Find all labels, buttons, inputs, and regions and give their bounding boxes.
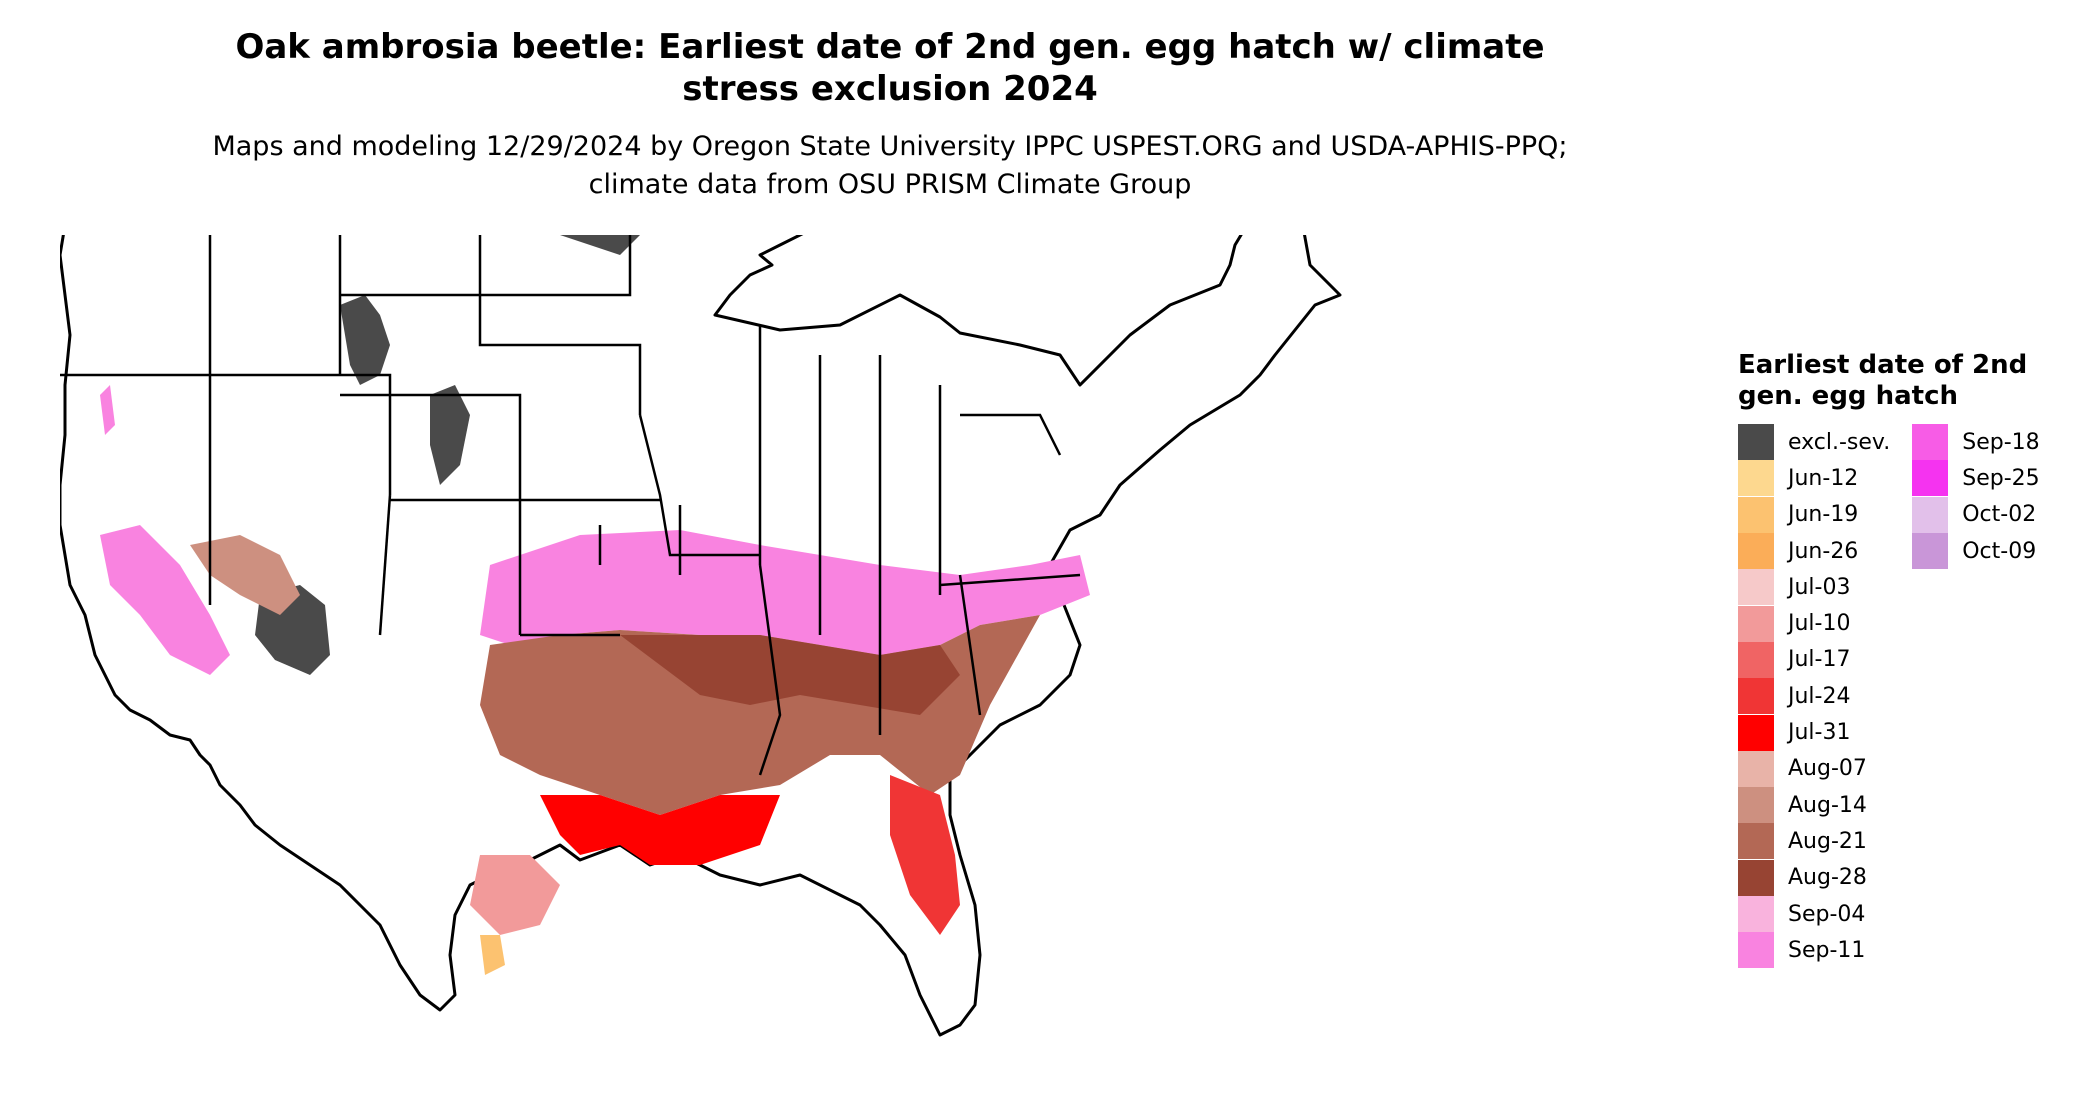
legend-column-1: excl.-sev. Jun-12 Jun-19 Jun-26 Jul-03 Jul-10… — [1738, 424, 1891, 969]
legend-item: Jul-24 — [1738, 678, 1890, 715]
legend-label: Jul-03 — [1788, 574, 1851, 600]
legend-swatch — [1738, 859, 1774, 896]
legend-item: Jun-19 — [1738, 496, 1890, 533]
legend-label: Aug-14 — [1788, 792, 1867, 818]
legend-item: Oct-02 — [1912, 496, 2039, 533]
us-map — [60, 235, 1342, 1037]
legend-swatch — [1738, 424, 1774, 461]
legend-item: Aug-21 — [1738, 823, 1890, 860]
legend-label: Oct-02 — [1962, 502, 2037, 528]
legend-swatch — [1738, 714, 1774, 751]
state-borders — [60, 235, 1081, 776]
legend-label: Jul-31 — [1788, 720, 1851, 746]
legend-swatch — [1738, 678, 1774, 715]
excl-sev-areas — [255, 235, 640, 675]
legend-item: Sep-04 — [1738, 896, 1890, 932]
legend-item: Jul-03 — [1738, 569, 1890, 606]
legend-swatch — [1738, 787, 1774, 824]
legend-swatch — [1912, 424, 1949, 461]
legend-label: Aug-07 — [1788, 756, 1867, 782]
legend-label: Aug-21 — [1788, 828, 1867, 854]
legend-label: Aug-28 — [1788, 865, 1867, 891]
legend-label: Jun-12 — [1788, 465, 1859, 491]
legend-label: Jul-17 — [1788, 647, 1851, 673]
legend-swatch — [1738, 641, 1774, 678]
legend-label: Sep-25 — [1962, 465, 2040, 491]
legend-swatch — [1738, 460, 1774, 497]
legend-label: Sep-18 — [1962, 429, 2040, 455]
legend-swatch — [1912, 460, 1949, 497]
legend-column-2: Sep-18 Sep-25 Oct-02 Oct-09 — [1912, 424, 2040, 968]
legend-item: Sep-18 — [1912, 424, 2040, 461]
map-legend: Earliest date of 2nd gen. egg hatch excl… — [1738, 350, 2078, 969]
map-title: Oak ambrosia beetle: Earliest date of 2n… — [235, 27, 1545, 109]
legend-swatch — [1738, 823, 1774, 860]
legend-label: Jun-26 — [1788, 538, 1859, 564]
legend-item: Aug-28 — [1738, 859, 1890, 896]
legend-swatch — [1738, 496, 1774, 533]
legend-swatch — [1738, 932, 1774, 969]
legend-swatch — [1738, 533, 1774, 570]
legend-item: Sep-25 — [1912, 460, 2040, 497]
legend-label: Jul-24 — [1788, 683, 1851, 709]
legend-swatch — [1912, 533, 1949, 570]
legend-label: Sep-04 — [1788, 901, 1866, 927]
legend-label: excl.-sev. — [1788, 429, 1891, 455]
legend-swatch — [1912, 496, 1949, 533]
legend-item: Oct-09 — [1912, 533, 2039, 570]
legend-swatch — [1738, 569, 1774, 606]
legend-columns: excl.-sev. Jun-12 Jun-19 Jun-26 Jul-03 Jul-10… — [1738, 424, 2078, 969]
legend-item: Jul-31 — [1738, 714, 1890, 751]
legend-item: Jul-10 — [1738, 605, 1890, 642]
legend-label: Jul-10 — [1788, 611, 1851, 637]
legend-label: Oct-09 — [1962, 538, 2037, 564]
map-subtitle: Maps and modeling 12/29/2024 by Oregon S… — [212, 131, 1568, 200]
legend-item: Jun-12 — [1738, 460, 1890, 497]
legend-item: Aug-14 — [1738, 787, 1890, 824]
legend-item: Aug-07 — [1738, 750, 1890, 787]
legend-swatch — [1738, 896, 1774, 932]
legend-label: Jun-19 — [1788, 502, 1859, 528]
legend-item: excl.-sev. — [1738, 424, 1891, 461]
legend-item: Sep-11 — [1738, 932, 1890, 969]
legend-swatch — [1738, 750, 1774, 787]
legend-item: Jun-26 — [1738, 533, 1890, 570]
legend-item: Jul-17 — [1738, 641, 1890, 678]
legend-label: Sep-11 — [1788, 937, 1866, 963]
hatch-zones — [100, 385, 1090, 975]
legend-swatch — [1738, 605, 1774, 642]
legend-title: Earliest date of 2nd gen. egg hatch — [1738, 350, 2028, 411]
